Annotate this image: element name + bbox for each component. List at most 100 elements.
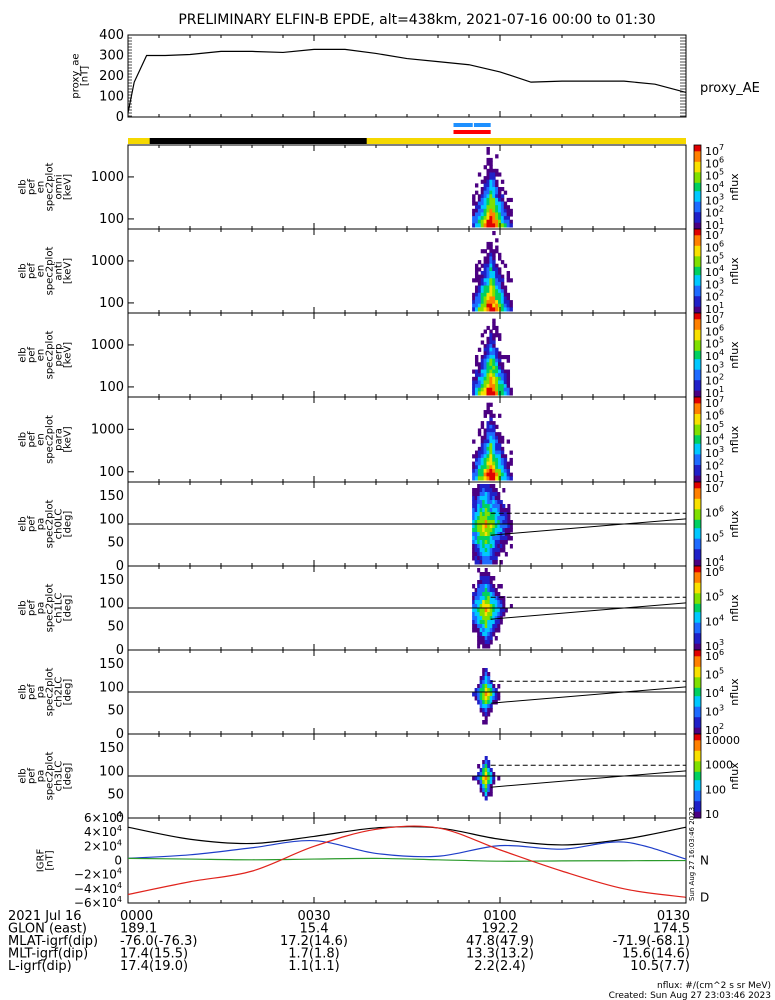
pa-cell <box>479 516 483 521</box>
spectro-cell <box>477 300 482 305</box>
pa-cell <box>489 784 493 789</box>
spectro-cell <box>486 303 490 308</box>
pa-cell <box>472 488 476 493</box>
pa-cell <box>477 556 481 561</box>
colorbar-cell <box>694 416 701 419</box>
tick-base: 10 <box>705 229 719 242</box>
spectro-cell <box>477 373 482 378</box>
colorbar-cell <box>694 742 701 745</box>
pa-cell <box>487 560 491 565</box>
ae-ytick-label: 300 <box>99 49 124 64</box>
spectro-cell <box>492 340 496 345</box>
spectro-cell <box>498 351 502 356</box>
pa-cell <box>494 608 498 613</box>
spectro-cell <box>486 245 490 250</box>
spectro-cell <box>477 465 482 470</box>
colorbar-cell <box>694 813 701 817</box>
spectro-cell <box>483 307 487 312</box>
pa-cell <box>484 716 488 721</box>
colorbar-cell <box>694 656 701 659</box>
colorbar-cell <box>694 428 701 432</box>
colorbar-cell <box>694 584 701 588</box>
pa-cell <box>472 500 476 505</box>
spectro-cell <box>483 296 487 301</box>
spectro-cell <box>503 208 508 213</box>
spectro-cell <box>498 454 502 459</box>
spectro-cell <box>486 472 490 477</box>
colorbar-cell <box>694 681 701 685</box>
spectro-cell <box>503 355 508 360</box>
spectro-cell <box>480 424 485 429</box>
spectro-cell <box>495 465 499 470</box>
spectro-cell <box>489 380 493 385</box>
colorbar-cell <box>694 399 701 402</box>
status-bar-black <box>149 138 367 144</box>
colorbar-tick: 100 <box>705 783 726 796</box>
axis-label-line: [keV] <box>63 342 74 368</box>
pa-cell <box>487 552 491 557</box>
colorbar-ch3LC <box>693 733 702 819</box>
spectro-cell <box>509 307 513 312</box>
pa-cell <box>482 628 486 633</box>
pa-cell <box>477 516 481 521</box>
pa-cell <box>482 488 486 493</box>
pa-cell <box>484 596 488 601</box>
tick-exponent: 3 <box>719 638 724 647</box>
colorbar-tick: 102 <box>705 373 724 388</box>
spectro-cell <box>503 391 508 396</box>
colorbar-tick: 103 <box>705 276 724 291</box>
pa-cell <box>484 700 488 705</box>
colorbar-cell <box>694 224 701 228</box>
pa-cell <box>487 500 491 505</box>
footer-row-label: L-igrf(dip) <box>8 959 72 974</box>
pa-cell <box>472 776 476 781</box>
spectro-cell <box>503 289 508 294</box>
spectro-cell <box>498 468 502 474</box>
tick-base: 10 <box>705 422 719 435</box>
footer-row-value: 189.1 <box>120 922 157 937</box>
spectro-cell <box>500 450 505 455</box>
spectro-cell <box>506 468 511 474</box>
pa-cell <box>489 504 493 509</box>
pa-cell <box>484 492 488 497</box>
pa-cell <box>502 544 506 549</box>
spectro-cell <box>495 300 499 305</box>
spectro-cell <box>498 376 502 381</box>
spectro-cell <box>492 172 496 177</box>
pa-cell <box>477 548 481 553</box>
pa-cell <box>487 676 491 681</box>
spectro-cell <box>498 212 502 217</box>
spectro-cell <box>509 450 513 455</box>
pa-cell <box>487 712 491 717</box>
spectro-cell <box>483 267 487 272</box>
colorbar-cell <box>694 252 701 255</box>
pa-cell <box>487 692 491 697</box>
axis-label-line: pa <box>36 770 47 782</box>
pa-cell <box>482 604 486 609</box>
colorbar-cell <box>694 355 701 358</box>
pa-cell <box>482 608 486 613</box>
colorbar-cell <box>694 643 701 647</box>
colorbar-cell <box>694 782 701 785</box>
colorbar-cell <box>694 300 701 303</box>
colorbar-cell <box>694 725 701 729</box>
spectro-cell <box>477 223 482 228</box>
pa-cell <box>482 620 486 625</box>
spectro-cell <box>480 271 485 276</box>
colorbar-cell <box>694 803 701 806</box>
footer-row-label: GLON (east) <box>8 922 87 937</box>
spectro-cell <box>486 476 490 481</box>
pa-cell <box>484 692 488 697</box>
spectro-cell <box>480 468 485 474</box>
spectro-cell <box>477 274 482 279</box>
spectro-cell <box>474 201 479 206</box>
pa-cell <box>472 556 476 561</box>
spectro-cell <box>498 292 502 297</box>
spectro-cell <box>489 219 493 224</box>
created-stamp: Created: Sun Aug 27 23:03:46 2023 <box>609 991 771 1000</box>
spectro-cell <box>483 187 487 192</box>
colorbar-cell <box>694 784 701 787</box>
spectro-cell <box>498 194 502 199</box>
pa-cell <box>477 588 481 593</box>
spectro-cell <box>492 179 496 184</box>
